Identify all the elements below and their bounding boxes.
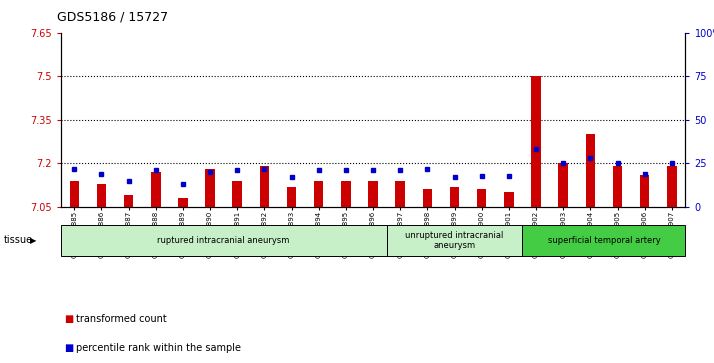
Bar xyxy=(531,76,540,207)
Text: ruptured intracranial aneurysm: ruptured intracranial aneurysm xyxy=(158,236,290,245)
Text: ■: ■ xyxy=(64,343,74,354)
Text: transformed count: transformed count xyxy=(76,314,166,325)
Bar xyxy=(206,169,215,207)
Bar xyxy=(151,172,161,207)
Bar xyxy=(178,198,188,207)
Bar xyxy=(341,181,351,207)
Bar xyxy=(314,181,323,207)
Bar xyxy=(61,225,387,256)
Bar xyxy=(69,181,79,207)
Text: tissue: tissue xyxy=(4,236,33,245)
Bar xyxy=(124,195,134,207)
Bar xyxy=(613,166,623,207)
Text: superficial temporal artery: superficial temporal artery xyxy=(548,236,660,245)
Bar xyxy=(368,181,378,207)
Text: ▶: ▶ xyxy=(30,236,36,245)
Bar xyxy=(585,134,595,207)
Bar xyxy=(387,225,523,256)
Bar xyxy=(450,187,459,207)
Bar xyxy=(260,166,269,207)
Bar xyxy=(287,187,296,207)
Text: ■: ■ xyxy=(64,314,74,325)
Bar xyxy=(640,175,650,207)
Bar xyxy=(396,181,405,207)
Bar xyxy=(667,166,677,207)
Bar xyxy=(233,181,242,207)
Text: GDS5186 / 15727: GDS5186 / 15727 xyxy=(57,11,169,24)
Bar xyxy=(523,225,685,256)
Text: percentile rank within the sample: percentile rank within the sample xyxy=(76,343,241,354)
Bar xyxy=(477,189,486,207)
Bar xyxy=(423,189,432,207)
Text: unruptured intracranial
aneurysm: unruptured intracranial aneurysm xyxy=(406,231,504,250)
Bar xyxy=(504,192,513,207)
Bar xyxy=(96,184,106,207)
Bar xyxy=(558,163,568,207)
